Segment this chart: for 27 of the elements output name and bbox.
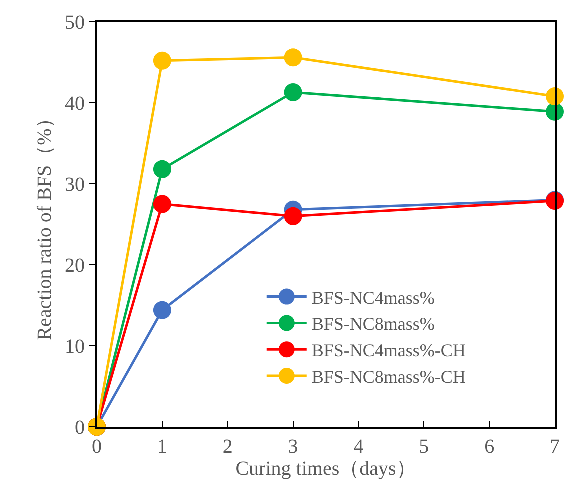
x-tick-label: 6 <box>484 436 495 458</box>
x-tick-label: 7 <box>550 436 560 458</box>
legend-label: BFS-NC8mass% <box>312 314 435 334</box>
point <box>284 48 302 67</box>
point <box>284 207 302 226</box>
x-tick-label: 5 <box>419 436 430 458</box>
point <box>153 195 172 214</box>
point <box>284 83 302 102</box>
point <box>153 301 172 320</box>
point <box>153 160 172 178</box>
x-axis-title: Curing times（days） <box>236 458 416 480</box>
x-tick-label: 1 <box>157 436 168 458</box>
x-tick-label: 3 <box>288 436 298 458</box>
legend-label: BFS-NC8mass%-CH <box>312 367 466 388</box>
legend-label: BFS-NC4mass%-CH <box>312 340 466 361</box>
y-tick-label: 30 <box>65 174 85 196</box>
y-tick-label: 0 <box>75 417 85 439</box>
y-tick-label: 50 <box>65 12 85 34</box>
legend-label: BFS-NC4mass% <box>312 288 435 308</box>
x-tick-label: 0 <box>92 436 102 458</box>
y-tick-label: 10 <box>65 336 85 358</box>
x-tick-label: 2 <box>222 436 233 458</box>
y-axis-title: Reaction ratio of BFS（%） <box>34 108 56 340</box>
y-tick-label: 20 <box>65 255 85 277</box>
x-tick-label: 4 <box>354 436 364 458</box>
y-tick-label: 40 <box>65 93 85 115</box>
point <box>153 52 172 70</box>
